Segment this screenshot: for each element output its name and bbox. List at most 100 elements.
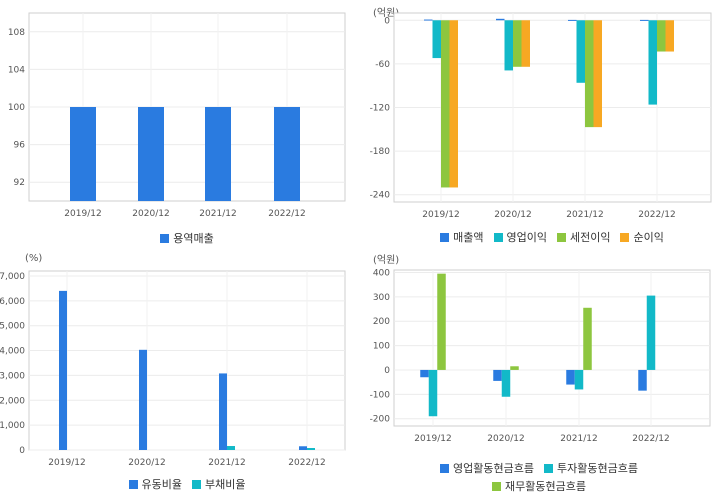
legend-swatch xyxy=(440,463,450,473)
legend-item: 투자활동현금흐름 xyxy=(544,460,638,476)
legend-swatch xyxy=(544,463,553,473)
bar-3-2019/12 xyxy=(441,20,450,188)
legend-swatch xyxy=(557,232,566,242)
y-tick-label: -200 xyxy=(370,415,391,425)
chart-income: -240 -180 -120 -60 0 2019/12 2020/12 2021/12 202… xyxy=(370,12,712,220)
bar-1-2021/12 xyxy=(205,107,231,201)
plot-area xyxy=(28,270,346,451)
bar-1-2022/12 xyxy=(274,107,300,201)
unit-label-cashflow: (억원) xyxy=(373,255,400,266)
legend-item: 영업활동현금흐름 xyxy=(440,460,534,476)
legend-label: 재무활동현금흐름 xyxy=(505,480,586,493)
bar-1-2022/12 xyxy=(640,19,649,21)
unit-label-income: (억원) xyxy=(373,8,400,19)
x-tick-label: 2020/12 xyxy=(128,458,165,468)
legend-label: 투자활동현금흐름 xyxy=(557,462,638,475)
legend-income: 매출액 영업이익 세전이익 순이익 xyxy=(394,229,710,245)
bar-2-2021/12 xyxy=(576,20,585,83)
legend-label: 세전이익 xyxy=(570,231,611,244)
bar-1-2022/12 xyxy=(638,369,647,391)
bar-1-2021/12 xyxy=(568,19,577,21)
legend-swatch xyxy=(128,479,138,489)
y-tick-label: 4,000 xyxy=(0,347,25,357)
bar-1-2020/12 xyxy=(138,107,164,201)
bar-1-2021/12 xyxy=(566,369,575,385)
legend-item: 용역매출 xyxy=(160,230,214,246)
legend-label: 용역매출 xyxy=(173,232,214,245)
y-tick-label: 400 xyxy=(373,268,390,278)
legend-label: 유동비율 xyxy=(141,478,182,491)
y-tick-label: -240 xyxy=(370,191,391,201)
bar-1-2019/12 xyxy=(59,290,67,450)
legend-label: 영업활동현금흐름 xyxy=(453,462,534,475)
y-tick-label: 104 xyxy=(8,65,25,75)
bar-1-2022/12 xyxy=(299,446,307,450)
y-tick-label: -100 xyxy=(370,390,391,400)
legend-item: 순이익 xyxy=(620,229,664,245)
x-tick-label: 2022/12 xyxy=(288,458,325,468)
bar-1-2020/12 xyxy=(493,369,502,381)
legend-item: 부채비율 xyxy=(192,476,245,492)
y-tick-label: 1,000 xyxy=(0,421,25,431)
legend-label: 영업이익 xyxy=(506,231,547,244)
bar-4-2020/12 xyxy=(521,20,530,67)
chart-ratio: 0 1,000 2,000 3,000 4,000 5,000 6,000 7,000 2019… xyxy=(0,270,346,468)
x-tick-label: 2019/12 xyxy=(414,434,451,444)
x-tick-label: 2021/12 xyxy=(208,458,245,468)
bar-4-2021/12 xyxy=(593,20,602,128)
legend-swatch xyxy=(620,232,630,242)
bar-4-2019/12 xyxy=(449,20,458,188)
bar-2-2021/12 xyxy=(574,369,584,390)
y-tick-label: 200 xyxy=(373,317,390,327)
bar-3-2021/12 xyxy=(583,307,592,370)
unit-label-ratio: (%) xyxy=(25,253,43,264)
bar-2-2022/12 xyxy=(648,20,657,105)
legend-swatch xyxy=(493,232,503,242)
x-tick-label: 2019/12 xyxy=(64,209,101,219)
y-tick-label: -60 xyxy=(375,60,390,70)
x-tick-label: 2022/12 xyxy=(632,434,669,444)
y-tick-label: 5,000 xyxy=(0,322,25,332)
bar-3-2020/12 xyxy=(513,20,522,67)
y-tick-label: 0 xyxy=(384,366,390,376)
y-tick-label: 0 xyxy=(384,16,390,26)
chart-panel-ratio: (%) 0 1,000 2,000 3,000 4,000 5,000 6,000 7,000… xyxy=(0,248,360,496)
y-tick-label: 100 xyxy=(8,103,25,113)
bar-1-2019/12 xyxy=(420,369,429,378)
x-tick-label: 2020/12 xyxy=(494,210,531,220)
bar-3-2020/12 xyxy=(510,366,519,370)
x-tick-label: 2022/12 xyxy=(638,210,675,220)
bar-2-2020/12 xyxy=(504,20,513,71)
bar-1-2020/12 xyxy=(139,349,147,450)
y-tick-label: 2,000 xyxy=(0,396,25,406)
x-tick-label: 2021/12 xyxy=(560,434,597,444)
legend-swatch xyxy=(160,233,170,243)
y-tick-label: 3,000 xyxy=(0,371,25,381)
y-tick-label: 108 xyxy=(8,28,25,38)
bar-2-2020/12 xyxy=(501,369,511,397)
y-tick-label: -180 xyxy=(370,147,391,157)
x-tick-label: 2022/12 xyxy=(268,209,305,219)
bar-1-2021/12 xyxy=(219,373,227,450)
chart-panel-cashflow: (억원) -200 -100 0 100 200 300 400 2019/12 2020/12… xyxy=(360,248,720,496)
chart-panel-revenue: 92 96 100 104 108 2019/12 2020/12 2021/12 2022/1… xyxy=(0,0,360,248)
y-tick-label: 7,000 xyxy=(0,272,25,282)
chart-cashflow: -200 -100 0 100 200 300 400 2019/12 2020/12 2021/… xyxy=(370,268,711,444)
y-tick-label: 0 xyxy=(19,446,25,456)
legend-swatch xyxy=(440,232,450,242)
legend-label: 부채비율 xyxy=(205,478,246,491)
y-tick-label: 100 xyxy=(373,342,390,352)
x-tick-label: 2020/12 xyxy=(487,434,524,444)
x-tick-label: 2021/12 xyxy=(199,209,236,219)
bar-4-2022/12 xyxy=(665,20,674,52)
x-tick-label: 2019/12 xyxy=(48,458,85,468)
y-tick-label: 92 xyxy=(14,178,25,188)
y-tick-label: -120 xyxy=(370,104,391,114)
legend-swatch xyxy=(192,479,201,489)
legend-item: 매출액 xyxy=(440,229,484,245)
legend-swatch xyxy=(492,481,502,491)
bar-2-2021/12 xyxy=(227,446,235,450)
legend-item: 유동비율 xyxy=(128,476,182,492)
bar-3-2021/12 xyxy=(585,20,594,128)
y-tick-label: 96 xyxy=(14,141,26,151)
